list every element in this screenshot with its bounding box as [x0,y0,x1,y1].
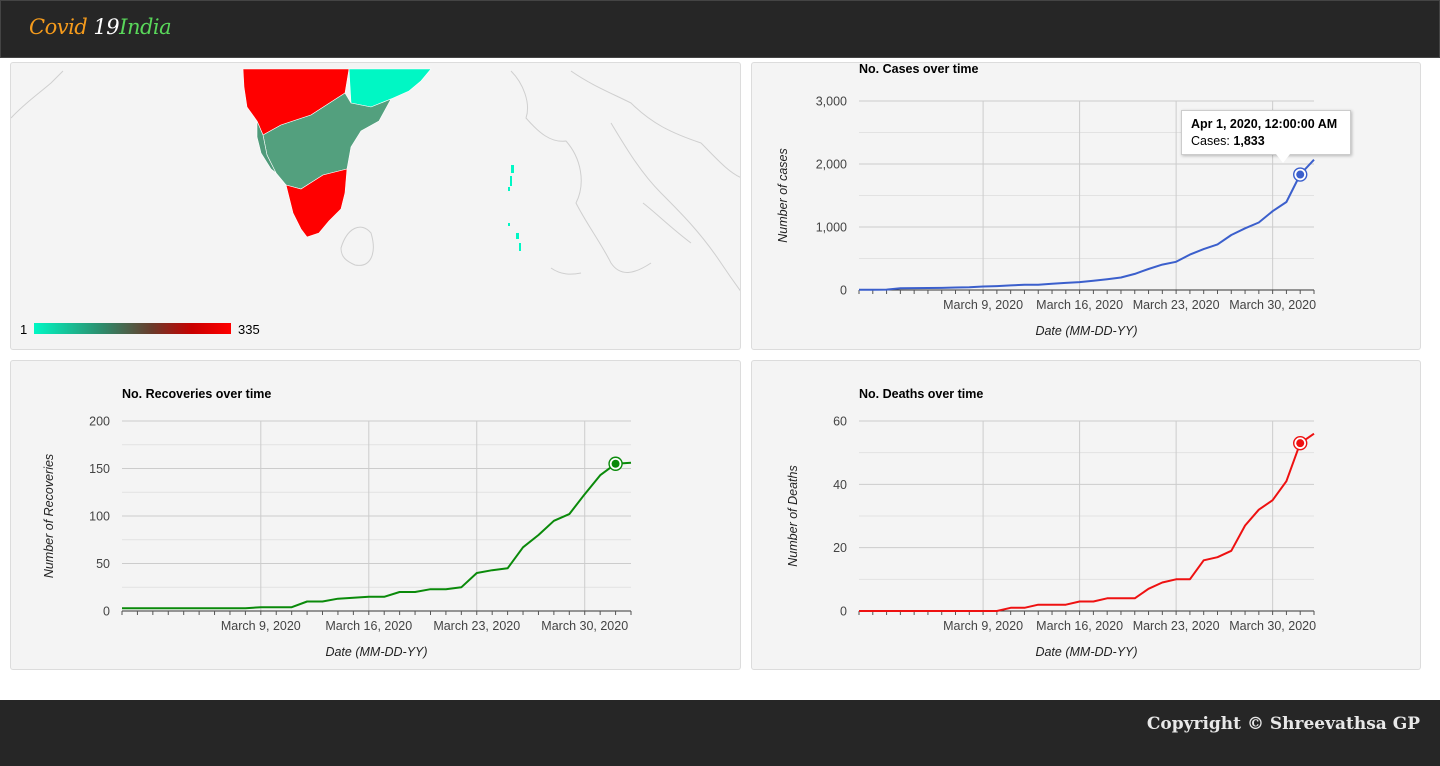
chart-title: No. Cases over time [859,63,979,76]
deaths-line-chart[interactable]: 0 20 40 60 March 9, 2020 March 16, 2020 March … [752,361,1421,670]
india-geo-map[interactable]: 1 335 [11,63,741,350]
x-tick-label: March 9, 2020 [943,619,1023,633]
series-line [859,432,1315,612]
x-tick-label: March 9, 2020 [221,619,301,633]
andaman-islands [508,165,521,251]
deaths-chart-card: 0 20 40 60 March 9, 2020 March 16, 2020 March … [751,360,1421,670]
series-line [858,159,1315,291]
x-tick-label: March 16, 2020 [1036,619,1123,633]
y-tick-label: 0 [840,605,847,619]
state-west-green [256,120,277,174]
highlighted-point [1296,439,1305,448]
x-axis-title: Date (MM-DD-YY) [1035,324,1137,338]
recoveries-line-chart[interactable]: 0 50 100 150 200 March 9, 2020 March 16, 2020 M… [11,361,741,670]
y-tick-label: 0 [103,605,110,619]
y-tick-label: 150 [89,462,110,476]
y-axis-title: Number of Recoveries [42,454,56,578]
cases-tooltip: Apr 1, 2020, 12:00:00 AM Cases: 1,833 [1181,110,1351,155]
tooltip-value: 1,833 [1233,134,1265,148]
x-tick-label: March 9, 2020 [943,298,1023,312]
x-tick-label: March 30, 2020 [541,619,628,633]
map-legend-gradient [34,323,231,334]
y-tick-label: 20 [833,541,847,555]
y-tick-label: 2,000 [816,158,847,172]
navbar: Covid 19India [0,0,1440,58]
background-outlines [11,70,740,292]
chart-title: No. Deaths over time [859,387,983,401]
cases-chart-card: 0 1,000 2,000 3,000 March 9, 2020 March 16, 2… [751,62,1421,350]
tooltip-date: Apr 1, 2020, 12:00:00 AM [1191,117,1338,131]
x-tick-label: March 30, 2020 [1229,298,1316,312]
highlighted-point [1296,170,1305,179]
state-regions [242,68,432,238]
y-tick-label: 1,000 [816,221,847,235]
y-tick-label: 40 [833,478,847,492]
x-tick-label: March 23, 2020 [433,619,520,633]
tooltip-label: Cases: [1191,134,1234,148]
footer: Copyright © Shreevathsa GP [0,700,1440,766]
chart-title: No. Recoveries over time [122,387,271,401]
x-tick-label: March 16, 2020 [1036,298,1123,312]
x-tick-label: March 23, 2020 [1133,298,1220,312]
y-axis-title: Number of Deaths [786,465,800,566]
brand-logo[interactable]: Covid 19India [29,15,172,39]
y-tick-label: 50 [96,557,110,571]
brand-part-19: 19 [93,15,120,39]
y-tick-label: 100 [89,510,110,524]
copyright-text: Copyright © Shreevathsa GP [1146,714,1420,734]
map-legend-min: 1 [20,322,27,337]
y-tick-label: 3,000 [816,95,847,109]
series-line [122,461,632,610]
highlighted-point [611,459,620,468]
x-tick-label: March 23, 2020 [1133,619,1220,633]
y-tick-label: 60 [833,415,847,429]
state-south-red [285,168,348,238]
brand-part-india: India [119,15,172,39]
state-central-green [262,92,392,190]
tooltip-value-row: Cases: 1,833 [1191,134,1341,148]
x-tick-label: March 16, 2020 [325,619,412,633]
y-axis-title: Number of cases [776,148,790,242]
x-axis-title: Date (MM-DD-YY) [325,645,427,659]
cases-line-chart[interactable]: 0 1,000 2,000 3,000 March 9, 2020 March 16, 2… [752,63,1421,350]
x-tick-label: March 30, 2020 [1229,619,1316,633]
recoveries-chart-card: 0 50 100 150 200 March 9, 2020 March 16, 2020 M… [10,360,741,670]
brand-part-covid: Covid [29,15,94,39]
x-axis-title: Date (MM-DD-YY) [1035,645,1137,659]
tooltip-pointer [1276,154,1290,163]
map-card: 1 335 [10,62,741,350]
map-legend-max: 335 [238,322,260,337]
y-tick-label: 200 [89,415,110,429]
y-tick-label: 0 [840,284,847,298]
